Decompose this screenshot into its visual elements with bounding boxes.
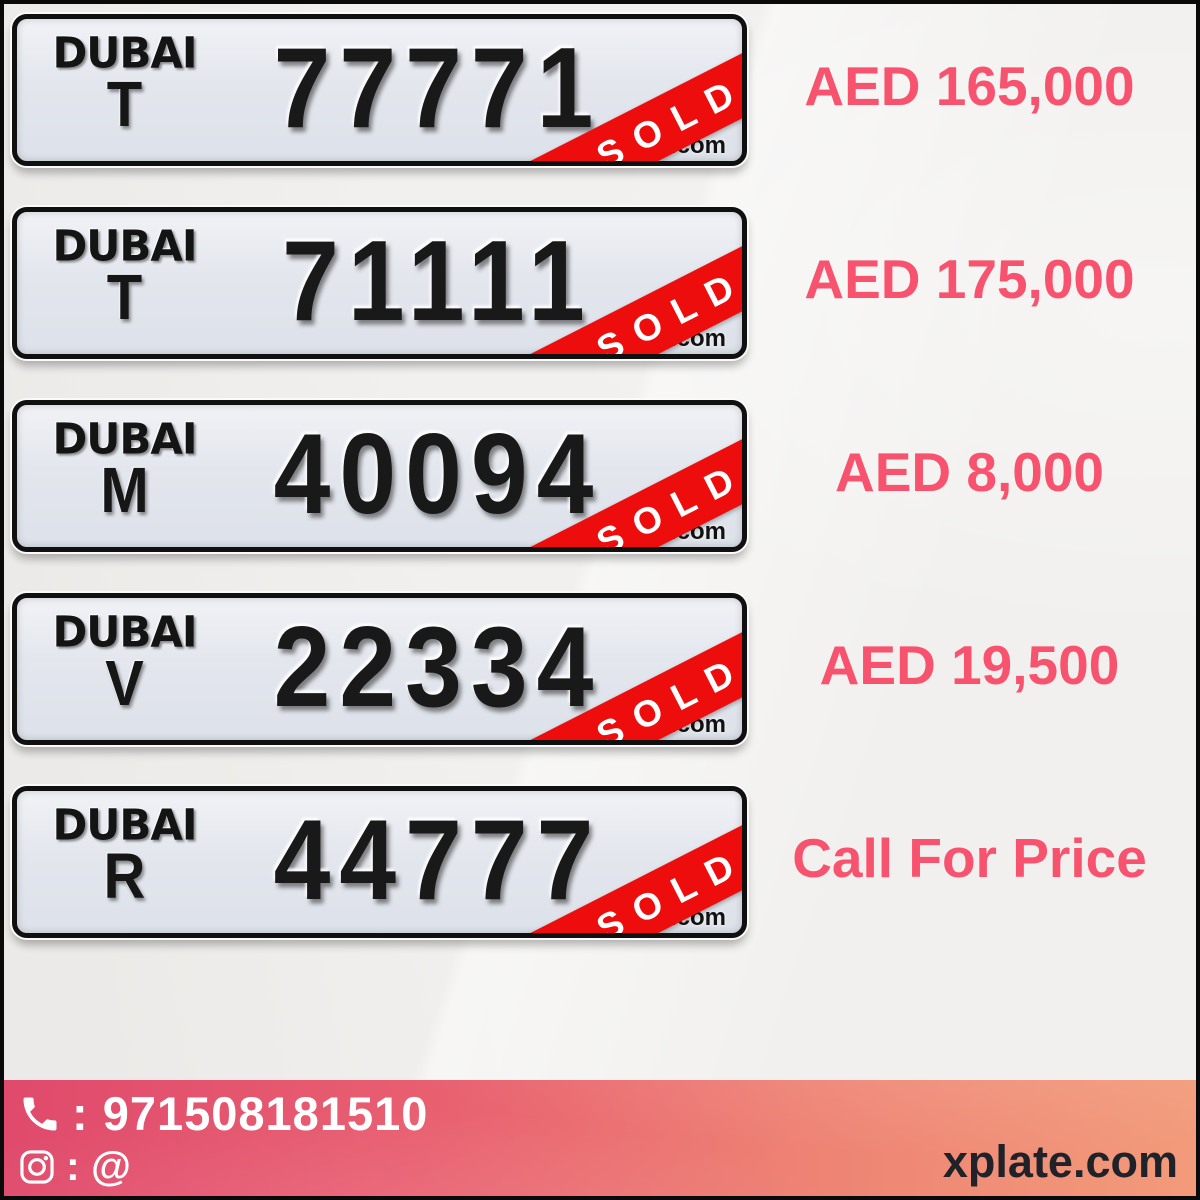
license-plate: DUBAI T 71111 SOLD ate.com [12, 207, 747, 359]
price-label: Call For Price [792, 827, 1147, 889]
plate-code: V [105, 647, 144, 720]
plate-number: 22334 [273, 603, 603, 731]
price-label: AED 165,000 [804, 55, 1135, 117]
plate-number: 44777 [273, 796, 603, 924]
instagram-icon [18, 1148, 56, 1186]
plate-code: R [103, 840, 146, 913]
plate-code: T [106, 261, 143, 334]
plate-listings: DUBAI T 77771 SOLD ate.com AED 165,000 D… [12, 14, 1192, 979]
listing-row: DUBAI T 77771 SOLD ate.com AED 165,000 [12, 14, 1192, 166]
instagram-handle: : @ [66, 1143, 132, 1189]
plate-number: 40094 [273, 410, 603, 538]
plate-logo-block: DUBAI V [17, 598, 232, 740]
license-plate: DUBAI V 22334 SOLD ate.com [12, 593, 747, 745]
plate-logo-block: DUBAI T [17, 212, 232, 354]
website-label: xplate.com [942, 1136, 1178, 1187]
plate-code: M [100, 454, 149, 527]
contact-block: : 971508181510 : @ [18, 1086, 428, 1190]
plate-number: 71111 [282, 217, 594, 345]
license-plate: DUBAI R 44777 SOLD ate.com [12, 786, 747, 938]
price-label: AED 19,500 [819, 634, 1120, 696]
plate-logo-block: DUBAI M [17, 405, 232, 547]
phone-icon [18, 1092, 62, 1136]
listing-row: DUBAI V 22334 SOLD ate.com AED 19,500 [12, 593, 1192, 745]
listing-row: DUBAI M 40094 SOLD ate.com AED 8,000 [12, 400, 1192, 552]
license-plate: DUBAI T 77771 SOLD ate.com [12, 14, 747, 166]
instagram-line: : @ [18, 1143, 428, 1190]
dubai-logo: DUBAI [52, 27, 197, 78]
price-label: AED 175,000 [804, 248, 1135, 310]
plate-code: T [106, 68, 143, 141]
phone-line: : 971508181510 [18, 1086, 428, 1141]
listing-row: DUBAI R 44777 SOLD ate.com Call For Pric… [12, 786, 1192, 938]
plate-number: 77771 [273, 24, 603, 152]
footer-bar: : 971508181510 : @ xplate.com [4, 1080, 1196, 1196]
price-label: AED 8,000 [834, 441, 1105, 503]
listing-row: DUBAI T 71111 SOLD ate.com AED 175,000 [12, 207, 1192, 359]
plate-logo-block: DUBAI T [17, 19, 232, 161]
dubai-logo: DUBAI [52, 606, 197, 657]
dubai-logo: DUBAI [52, 413, 197, 464]
dubai-logo: DUBAI [52, 799, 197, 850]
license-plate: DUBAI M 40094 SOLD ate.com [12, 400, 747, 552]
phone-number: : 971508181510 [72, 1087, 429, 1140]
plate-logo-block: DUBAI R [17, 791, 232, 933]
dubai-logo: DUBAI [52, 220, 197, 271]
